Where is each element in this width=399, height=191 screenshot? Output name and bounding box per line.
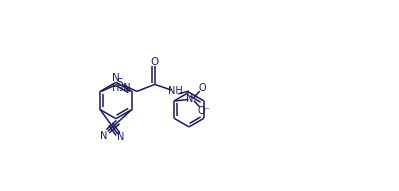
Text: N: N bbox=[100, 131, 107, 141]
Text: O: O bbox=[199, 83, 206, 93]
Text: S: S bbox=[117, 78, 123, 88]
Text: N: N bbox=[112, 73, 120, 83]
Text: H₂N: H₂N bbox=[113, 83, 131, 93]
Text: N⁺: N⁺ bbox=[186, 94, 198, 104]
Text: O⁻: O⁻ bbox=[198, 106, 211, 116]
Text: N: N bbox=[117, 132, 124, 142]
Text: NH: NH bbox=[168, 86, 183, 96]
Text: O: O bbox=[151, 57, 159, 67]
